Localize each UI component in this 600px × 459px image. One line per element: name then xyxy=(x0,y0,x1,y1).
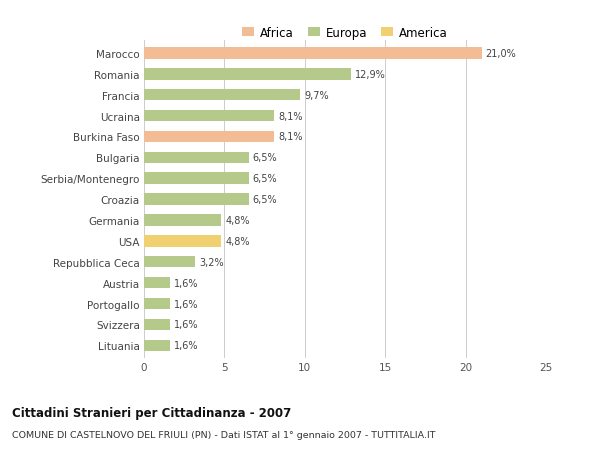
Bar xyxy=(144,69,352,80)
Text: 1,6%: 1,6% xyxy=(174,278,198,288)
Bar xyxy=(144,173,248,185)
Bar xyxy=(144,298,170,309)
Text: COMUNE DI CASTELNOVO DEL FRIULI (PN) - Dati ISTAT al 1° gennaio 2007 - TUTTITALI: COMUNE DI CASTELNOVO DEL FRIULI (PN) - D… xyxy=(12,431,436,440)
Bar xyxy=(144,340,170,351)
Bar xyxy=(144,277,170,289)
Bar xyxy=(144,90,300,101)
Bar xyxy=(144,235,221,247)
Text: 21,0%: 21,0% xyxy=(486,49,517,59)
Bar xyxy=(144,257,196,268)
Bar xyxy=(144,131,274,143)
Text: 8,1%: 8,1% xyxy=(278,112,303,121)
Bar xyxy=(144,319,170,330)
Text: 3,2%: 3,2% xyxy=(199,257,224,267)
Bar xyxy=(144,111,274,122)
Text: 6,5%: 6,5% xyxy=(253,153,277,163)
Text: 6,5%: 6,5% xyxy=(253,174,277,184)
Text: 9,7%: 9,7% xyxy=(304,90,329,101)
Bar xyxy=(144,194,248,205)
Legend: Africa, Europa, America: Africa, Europa, America xyxy=(238,22,452,44)
Text: 6,5%: 6,5% xyxy=(253,195,277,205)
Text: Cittadini Stranieri per Cittadinanza - 2007: Cittadini Stranieri per Cittadinanza - 2… xyxy=(12,406,291,419)
Bar xyxy=(144,152,248,164)
Text: 4,8%: 4,8% xyxy=(225,216,250,225)
Text: 4,8%: 4,8% xyxy=(225,236,250,246)
Bar xyxy=(144,48,482,60)
Text: 8,1%: 8,1% xyxy=(278,132,303,142)
Bar xyxy=(144,215,221,226)
Text: 1,6%: 1,6% xyxy=(174,299,198,309)
Text: 12,9%: 12,9% xyxy=(355,70,386,80)
Text: 1,6%: 1,6% xyxy=(174,319,198,330)
Text: 1,6%: 1,6% xyxy=(174,341,198,351)
